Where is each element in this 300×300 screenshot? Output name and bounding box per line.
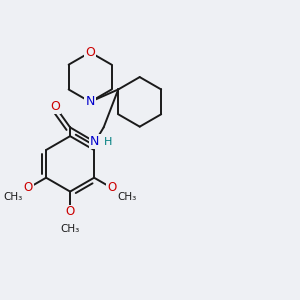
Text: H: H (104, 137, 112, 147)
Text: O: O (65, 206, 75, 218)
Text: N: N (85, 95, 95, 108)
Text: CH₃: CH₃ (4, 192, 23, 202)
Text: O: O (51, 100, 61, 113)
Text: O: O (107, 182, 116, 194)
Text: O: O (24, 182, 33, 194)
Text: N: N (90, 136, 100, 148)
Text: O: O (85, 46, 95, 59)
Text: CH₃: CH₃ (117, 192, 136, 202)
Text: CH₃: CH₃ (61, 224, 80, 235)
